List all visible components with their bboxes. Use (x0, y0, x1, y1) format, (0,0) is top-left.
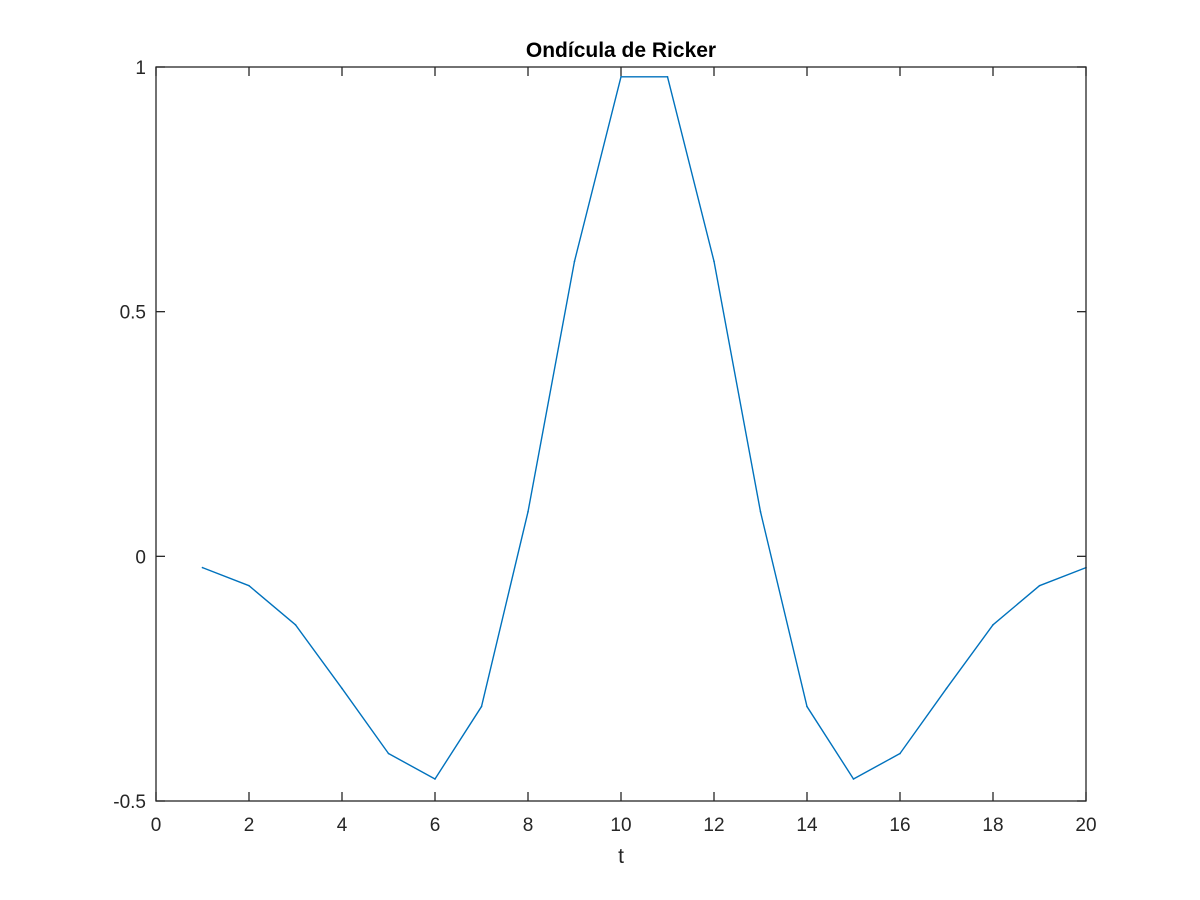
data-point (573, 260, 576, 263)
chart-title: Ondícula de Ricker (526, 39, 716, 62)
data-point (620, 75, 622, 78)
y-tick-label: -0.5 (113, 792, 146, 813)
data-point (434, 778, 436, 780)
x-tick-label: 16 (889, 815, 910, 836)
plot-area-box (155, 66, 1087, 802)
data-point (666, 75, 669, 78)
x-tick-label: 0 (151, 815, 162, 836)
series-line (202, 76, 1087, 780)
x-tick-label: 8 (523, 815, 534, 836)
data-point (992, 624, 994, 626)
y-tick-label: 1 (135, 58, 146, 79)
data-point (341, 687, 343, 690)
y-tick-label: 0.5 (120, 303, 146, 324)
data-point (1038, 584, 1041, 587)
x-axis-ticks: 0 2 4 6 8 10 12 14 16 18 20 (151, 67, 1097, 836)
data-point (480, 705, 483, 708)
data-point (294, 624, 297, 626)
x-tick-label: 6 (430, 815, 441, 836)
data-point (899, 752, 901, 755)
data-point (759, 511, 762, 513)
data-point (945, 687, 948, 690)
data-point (852, 778, 855, 780)
x-tick-label: 20 (1075, 815, 1096, 836)
x-tick-label: 10 (610, 815, 631, 836)
data-point (713, 260, 715, 263)
x-tick-label: 18 (982, 815, 1003, 836)
data-point (248, 584, 250, 587)
data-point (527, 511, 529, 513)
data-point (387, 752, 390, 755)
data-point (806, 705, 808, 708)
data-point (201, 566, 204, 569)
x-tick-label: 14 (796, 815, 818, 836)
series-layer (201, 75, 1087, 780)
x-tick-label: 2 (244, 815, 255, 836)
x-axis-label: t (618, 845, 624, 868)
x-tick-label: 12 (703, 815, 724, 836)
y-tick-label: 0 (135, 547, 146, 568)
y-axis-ticks: -0.5 0 0.5 1 (113, 58, 1086, 813)
x-tick-label: 4 (337, 815, 348, 836)
